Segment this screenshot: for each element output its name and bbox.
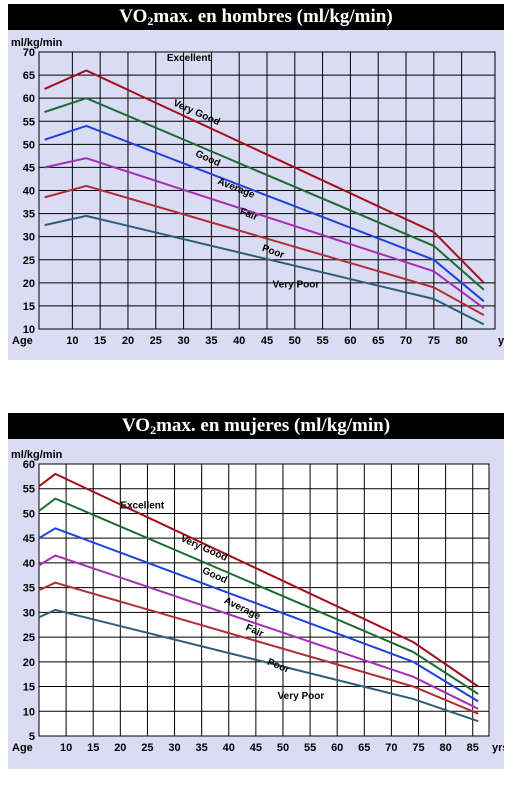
x-tick-label: 30 <box>168 742 180 754</box>
x-tick-label: 15 <box>87 742 99 754</box>
series-label-very-poor: Very Poor <box>278 691 325 702</box>
title-main-women: VO <box>121 415 151 436</box>
series-line-excellent <box>44 69 485 284</box>
x-tick-label: 55 <box>304 742 316 754</box>
y-tick-label: 40 <box>23 186 35 198</box>
y-tick-label: 30 <box>23 607 35 619</box>
x-tick-label: 45 <box>261 335 273 347</box>
x-tick-label: 75 <box>428 335 440 347</box>
series-line-average <box>38 554 479 710</box>
y-axis-label: ml/kg/min <box>11 449 63 461</box>
series-line-good <box>38 527 479 703</box>
y-tick-label: 25 <box>23 632 35 644</box>
series-line-poor <box>38 608 479 723</box>
title-sub-men: 2 <box>147 14 154 28</box>
y-tick-label: 45 <box>23 162 35 174</box>
x-axis-label-age: Age <box>12 742 33 754</box>
y-axis-label: ml/kg/min <box>11 37 63 49</box>
plot-area-women <box>38 463 490 737</box>
y-tick-label: 55 <box>23 116 35 128</box>
chart-panel-women: VO2max. en mujeres (ml/kg/min) 5 10 15 20 25… <box>8 413 504 769</box>
x-tick-label: 10 <box>60 742 72 754</box>
x-tick-label: 20 <box>114 742 126 754</box>
x-tick-label: 70 <box>385 742 397 754</box>
y-tick-label: 55 <box>23 484 35 496</box>
title-main-men: VO <box>119 6 148 27</box>
chart-title-men: VO2max. en hombres (ml/kg/min) <box>8 4 504 30</box>
y-tick-label: 15 <box>23 301 35 313</box>
y-tick-label: 25 <box>23 255 35 267</box>
x-tick-label: 35 <box>205 335 217 347</box>
series-line-good <box>44 124 485 303</box>
x-tick-label: 40 <box>223 742 235 754</box>
y-tick-label: 10 <box>23 706 35 718</box>
y-tick-label: 10 <box>23 324 35 336</box>
vo2-chart-women: 5 10 15 20 25 30 35 40 45 50 55 60 10 15 20 25 30 35 40 45 5… <box>11 449 504 754</box>
series-line-very-good <box>38 497 479 695</box>
x-tick-label: 10 <box>66 335 78 347</box>
x-tick-label: 60 <box>331 742 343 754</box>
y-tick-label: 65 <box>23 70 35 82</box>
x-tick-label: 45 <box>250 742 262 754</box>
y-tick-label: 35 <box>23 583 35 595</box>
chart-title-women: VO2max. en mujeres (ml/kg/min) <box>8 413 504 439</box>
x-tick-label: 75 <box>412 742 424 754</box>
x-tick-label: 30 <box>177 335 189 347</box>
y-tick-label: 5 <box>29 731 35 743</box>
y-tick-label: 45 <box>23 533 35 545</box>
x-tick-label: 85 <box>467 742 479 754</box>
series-label-excellent: Excellent <box>167 53 212 64</box>
x-tick-label: 80 <box>456 335 468 347</box>
y-tick-label: 20 <box>23 278 35 290</box>
y-tick-label: 15 <box>23 682 35 694</box>
y-tick-label: 50 <box>23 508 35 520</box>
y-tick-label: 20 <box>23 657 35 669</box>
x-tick-label: 65 <box>372 335 384 347</box>
x-tick-label: 50 <box>289 335 301 347</box>
y-tick-label: 40 <box>23 558 35 570</box>
x-tick-label: 70 <box>400 335 412 347</box>
y-tick-label: 60 <box>23 459 35 471</box>
x-axis-label-age: Age <box>12 335 33 347</box>
series-line-fair <box>44 184 485 316</box>
x-tick-label: 55 <box>316 335 328 347</box>
x-tick-label: 50 <box>277 742 289 754</box>
title-sub-women: 2 <box>150 423 157 437</box>
x-tick-label: 80 <box>440 742 452 754</box>
y-tick-label: 35 <box>23 209 35 221</box>
chart-panel-men: VO2max. en hombres (ml/kg/min) 10 15 20 25 3… <box>8 4 504 360</box>
title-rest-women: max. en mujeres (ml/kg/min) <box>156 415 391 436</box>
series-line-excellent <box>38 472 479 688</box>
x-tick-label: 20 <box>122 335 134 347</box>
series-line-fair <box>38 581 479 715</box>
y-tick-label: 70 <box>23 47 35 59</box>
series-line-average <box>44 157 485 310</box>
x-axis-label-yrs: yrs <box>492 742 504 754</box>
vo2-chart-men: 10 15 20 25 30 35 40 45 50 55 60 65 70 10 15 20 25 30 35 40… <box>11 37 504 347</box>
x-axis-label-yrs: yrs <box>498 335 504 347</box>
x-tick-label: 25 <box>141 742 153 754</box>
series-line-very-good <box>44 97 485 291</box>
x-tick-label: 25 <box>150 335 162 347</box>
y-tick-label: 60 <box>23 93 35 105</box>
series-label-very-poor: Very Poor <box>273 279 320 290</box>
x-tick-label: 60 <box>344 335 356 347</box>
x-tick-label: 15 <box>94 335 106 347</box>
series-label-excellent: Excellent <box>120 501 165 512</box>
series-line-poor <box>44 214 485 326</box>
title-rest-men: max. en hombres (ml/kg/min) <box>153 6 393 27</box>
y-tick-label: 30 <box>23 232 35 244</box>
x-tick-label: 65 <box>358 742 370 754</box>
y-tick-label: 50 <box>23 139 35 151</box>
x-tick-label: 35 <box>196 742 208 754</box>
x-tick-label: 40 <box>233 335 245 347</box>
